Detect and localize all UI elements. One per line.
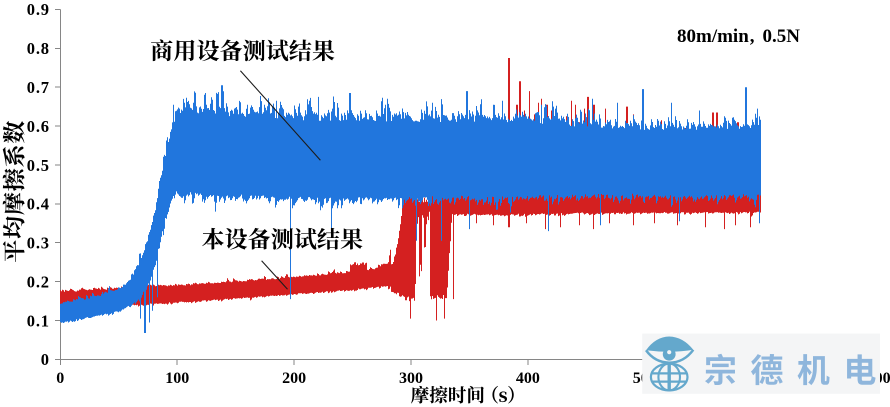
- svg-text:0.7: 0.7: [27, 78, 50, 97]
- svg-text:0.6: 0.6: [27, 117, 50, 136]
- svg-text:0.4: 0.4: [27, 195, 50, 214]
- svg-text:300: 300: [399, 370, 423, 387]
- svg-text:100: 100: [165, 370, 189, 387]
- svg-text:0.2: 0.2: [27, 272, 50, 291]
- svg-text:0: 0: [41, 350, 50, 369]
- svg-text:80m/min,0.5N: 80m/min, 0.5N: [677, 26, 800, 47]
- svg-text:0.8: 0.8: [27, 39, 50, 58]
- svg-text:0.9: 0.9: [27, 0, 50, 19]
- svg-text:0.5: 0.5: [27, 156, 50, 175]
- svg-text:200: 200: [282, 370, 306, 387]
- svg-text:0.1: 0.1: [27, 311, 50, 330]
- svg-text:0: 0: [56, 370, 64, 387]
- svg-text:400: 400: [516, 370, 540, 387]
- svg-text:0.3: 0.3: [27, 234, 50, 253]
